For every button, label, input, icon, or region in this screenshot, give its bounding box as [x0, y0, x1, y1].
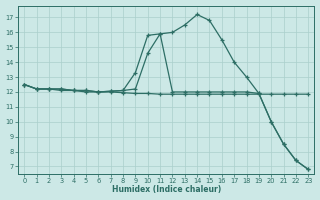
X-axis label: Humidex (Indice chaleur): Humidex (Indice chaleur) [112, 185, 221, 194]
